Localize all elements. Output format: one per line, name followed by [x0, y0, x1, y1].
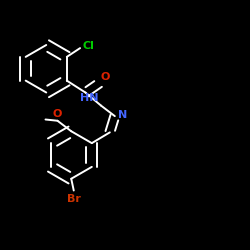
- Text: O: O: [53, 109, 62, 119]
- Text: N: N: [118, 110, 127, 120]
- Text: Br: Br: [67, 194, 81, 204]
- Text: HN: HN: [80, 93, 98, 103]
- Text: Cl: Cl: [82, 41, 94, 51]
- Text: O: O: [100, 72, 110, 82]
